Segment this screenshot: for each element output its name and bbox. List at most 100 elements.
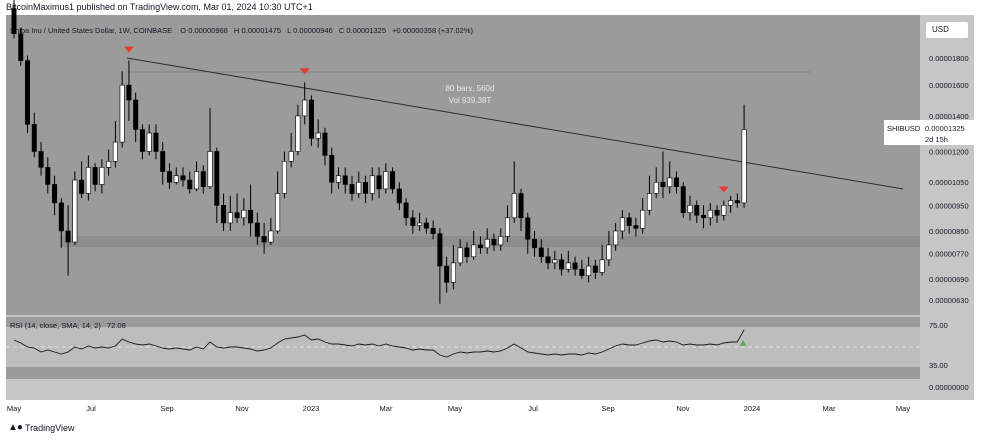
candle bbox=[376, 167, 382, 199]
candle bbox=[680, 182, 686, 218]
candle-body bbox=[126, 84, 132, 101]
candle bbox=[464, 242, 470, 263]
candle bbox=[417, 212, 423, 231]
candle bbox=[491, 233, 497, 251]
candle bbox=[626, 212, 632, 234]
candle bbox=[356, 171, 362, 199]
candle-body bbox=[99, 167, 105, 185]
time-ticks: May Jul Sep Nov 2023 Mar May Jul Sep Nov 2024 Mar Ma… bbox=[7, 404, 910, 413]
candle bbox=[423, 217, 429, 234]
candle bbox=[65, 205, 71, 276]
candle-body bbox=[633, 225, 639, 229]
tradingview-mark-icon: ▲● bbox=[8, 422, 23, 433]
price-tick-label: 0.00000690 bbox=[929, 275, 969, 284]
candle bbox=[335, 167, 341, 189]
candle-body bbox=[599, 259, 605, 273]
candle bbox=[660, 151, 666, 199]
candle bbox=[38, 142, 44, 176]
candle bbox=[106, 149, 112, 176]
time-tick-label: Sep bbox=[160, 404, 173, 413]
candle bbox=[457, 239, 463, 267]
candle bbox=[640, 198, 646, 234]
candle-body bbox=[417, 222, 423, 226]
candle-body bbox=[728, 200, 734, 206]
candle-body bbox=[545, 256, 551, 264]
candle-body bbox=[11, 8, 17, 35]
candle bbox=[504, 205, 510, 243]
time-tick-label: Sep bbox=[601, 404, 614, 413]
candle bbox=[45, 157, 51, 194]
rsi-breakout-marker bbox=[740, 339, 747, 346]
candle-body bbox=[241, 209, 247, 219]
candle bbox=[58, 198, 64, 248]
candle bbox=[173, 167, 179, 185]
candle-body bbox=[119, 84, 125, 143]
candle bbox=[275, 171, 281, 234]
candle-body bbox=[565, 262, 571, 270]
candle-body bbox=[106, 160, 112, 168]
candle-body bbox=[85, 167, 91, 194]
price-tick-label: 0.00000950 bbox=[929, 201, 969, 210]
candle bbox=[31, 112, 37, 158]
candle bbox=[511, 161, 517, 223]
candle bbox=[673, 171, 679, 194]
candle-body bbox=[403, 202, 409, 219]
time-tick-label: Nov bbox=[676, 404, 690, 413]
candle-body bbox=[369, 175, 375, 194]
candle-body bbox=[396, 188, 402, 204]
price-tick-label: 0.00000850 bbox=[929, 227, 969, 236]
candle bbox=[99, 159, 105, 194]
legend-o-value: 0.00000968 bbox=[188, 26, 228, 35]
rsi-tick-label: 75.00 bbox=[929, 321, 948, 330]
candle-body bbox=[626, 217, 632, 226]
price-tick-label: 0.00001200 bbox=[929, 147, 969, 156]
red-arrow-icon bbox=[123, 46, 134, 53]
candle bbox=[525, 212, 531, 254]
top-markers bbox=[123, 46, 729, 193]
candle-body bbox=[660, 181, 666, 187]
candle bbox=[363, 175, 369, 203]
candle bbox=[119, 71, 125, 148]
candle bbox=[72, 171, 78, 245]
candle-body bbox=[160, 151, 166, 172]
candle-body bbox=[721, 205, 727, 216]
legend-symbol: Shiba Inu / United States Dollar, 1W, CO… bbox=[10, 26, 172, 35]
time-tick-label: Mar bbox=[380, 404, 393, 413]
candle-body bbox=[667, 177, 673, 187]
candle-body bbox=[356, 181, 362, 194]
candle bbox=[701, 205, 707, 229]
candle bbox=[687, 195, 693, 221]
candle-body bbox=[58, 202, 64, 232]
candle-body bbox=[18, 33, 24, 61]
candle bbox=[653, 167, 659, 199]
measure-vol: Vol 939.38T bbox=[449, 96, 492, 105]
candle-body bbox=[207, 151, 213, 187]
candle-body bbox=[342, 175, 348, 185]
candle-body bbox=[701, 214, 707, 219]
candle bbox=[180, 167, 186, 187]
price-tick-label: 0.00000630 bbox=[929, 296, 969, 305]
candle bbox=[619, 210, 625, 240]
candle-body bbox=[133, 99, 139, 130]
candle-body bbox=[646, 193, 652, 211]
candle bbox=[369, 167, 375, 201]
price-tick-label: 0.00001600 bbox=[929, 81, 969, 90]
candle-body bbox=[673, 177, 679, 187]
candle-body bbox=[153, 132, 159, 152]
candle bbox=[11, 0, 17, 39]
candle-body bbox=[261, 236, 267, 243]
candle-body bbox=[187, 179, 193, 190]
candle-body bbox=[464, 247, 470, 258]
candle bbox=[396, 182, 402, 211]
rsi-value: 72.08 bbox=[107, 321, 126, 330]
measure-bars: 80 bars, 560d bbox=[446, 84, 495, 93]
currency-button[interactable]: USD bbox=[926, 22, 968, 38]
candle bbox=[139, 124, 145, 160]
tradingview-brand: TradingView bbox=[24, 422, 75, 433]
candle-body bbox=[275, 193, 281, 232]
candle bbox=[187, 171, 193, 194]
legend-l-value: 0.00000946 bbox=[293, 26, 333, 35]
candle bbox=[471, 230, 477, 260]
time-tick-label: May bbox=[448, 404, 462, 413]
